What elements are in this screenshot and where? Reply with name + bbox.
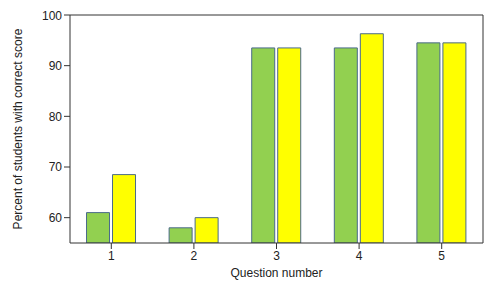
svg-text:2: 2 [191,249,198,263]
svg-text:90: 90 [49,59,63,73]
svg-text:70: 70 [49,160,63,174]
svg-text:80: 80 [49,110,63,124]
svg-text:Percent of students with corre: Percent of students with correct score [11,28,25,229]
svg-text:4: 4 [356,249,363,263]
svg-text:3: 3 [273,249,280,263]
svg-text:5: 5 [438,249,445,263]
svg-text:Question number: Question number [230,266,322,280]
svg-text:1: 1 [108,249,115,263]
svg-text:100: 100 [42,9,62,23]
svg-text:60: 60 [49,211,63,225]
